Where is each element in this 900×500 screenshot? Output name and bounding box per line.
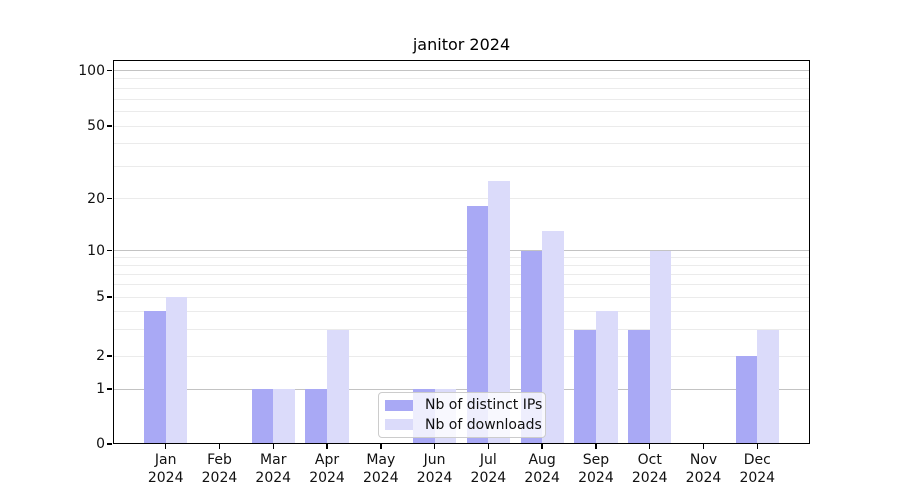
bar-nb-of-downloads-oct bbox=[649, 250, 672, 444]
gridline-5 bbox=[114, 296, 809, 298]
bar-nb-of-downloads-jul bbox=[488, 180, 510, 444]
legend-item-distinct-ips: Nb of distinct IPs bbox=[385, 397, 542, 414]
y-tick-label-20: 20 bbox=[87, 190, 105, 207]
x-tick-label-dec: Dec 2024 bbox=[739, 452, 776, 486]
y-tick-2 bbox=[107, 355, 112, 357]
x-tick-sep bbox=[595, 444, 597, 449]
chart-title: janitor 2024 bbox=[412, 35, 511, 54]
gridline-80 bbox=[114, 87, 809, 89]
x-tick-label-nov: Nov 2024 bbox=[685, 452, 722, 486]
y-tick-100 bbox=[107, 69, 112, 72]
bar-nb-of-downloads-aug bbox=[542, 230, 564, 444]
bar-nb-of-downloads-dec bbox=[757, 329, 779, 444]
x-tick-label-oct: Oct 2024 bbox=[631, 452, 668, 486]
x-tick-label-aug: Aug 2024 bbox=[524, 452, 560, 486]
legend-label-downloads: Nb of downloads bbox=[425, 416, 542, 433]
y-tick-10 bbox=[107, 249, 112, 252]
x-tick-label-jun: Jun 2024 bbox=[416, 452, 453, 486]
gridline-20 bbox=[114, 198, 809, 199]
x-tick-mar bbox=[272, 444, 274, 449]
gridline-30 bbox=[114, 165, 809, 167]
bar-nb-of-distinct-ips-jan bbox=[144, 311, 166, 444]
gridline-7 bbox=[114, 273, 809, 275]
legend-swatch-downloads bbox=[385, 419, 413, 431]
x-tick-oct bbox=[648, 444, 651, 449]
y-tick-5 bbox=[107, 296, 112, 298]
x-tick-jan bbox=[164, 444, 167, 449]
x-tick-apr bbox=[326, 444, 328, 449]
x-tick-label-sep: Sep 2024 bbox=[578, 452, 614, 486]
x-tick-label-jul: Jul 2024 bbox=[470, 452, 507, 486]
y-tick-label-0: 0 bbox=[96, 436, 105, 452]
bar-nb-of-distinct-ips-sep bbox=[574, 329, 596, 444]
bar-nb-of-distinct-ips-mar bbox=[251, 389, 274, 444]
gridline-40 bbox=[114, 143, 809, 145]
y-tick-label-1: 1 bbox=[96, 381, 105, 397]
y-tick-50 bbox=[107, 125, 112, 127]
x-tick-may bbox=[380, 444, 382, 449]
x-tick-label-mar: Mar 2024 bbox=[255, 452, 292, 486]
y-tick-label-5: 5 bbox=[96, 289, 105, 305]
gridline-9 bbox=[114, 257, 809, 259]
y-tick-20 bbox=[107, 197, 112, 200]
x-tick-label-feb: Feb 2024 bbox=[201, 452, 238, 486]
bar-nb-of-distinct-ips-apr bbox=[305, 389, 328, 444]
gridline-2 bbox=[114, 355, 809, 357]
bar-nb-of-downloads-apr bbox=[327, 329, 349, 444]
x-tick-jun bbox=[433, 444, 436, 449]
y-tick-label-10: 10 bbox=[87, 242, 105, 259]
y-tick-label-100: 100 bbox=[78, 62, 105, 79]
x-tick-nov bbox=[702, 444, 705, 449]
gridline-6 bbox=[114, 284, 809, 286]
x-tick-label-may: May 2024 bbox=[362, 452, 399, 486]
y-tick-1 bbox=[107, 388, 112, 390]
y-tick-0 bbox=[107, 443, 112, 445]
x-tick-aug bbox=[541, 444, 543, 449]
gridline-8 bbox=[114, 264, 809, 266]
x-tick-feb bbox=[218, 444, 221, 449]
legend-swatch-distinct-ips bbox=[385, 399, 413, 411]
bar-nb-of-downloads-jan bbox=[165, 297, 188, 444]
gridline-1 bbox=[114, 388, 809, 390]
y-tick-label-2: 2 bbox=[96, 348, 105, 364]
gridline-50 bbox=[114, 125, 809, 127]
gridline-100 bbox=[114, 70, 809, 71]
gridline-3 bbox=[114, 329, 809, 331]
gridline-4 bbox=[114, 310, 809, 312]
plot-border bbox=[113, 60, 810, 444]
gridline-60 bbox=[114, 110, 809, 112]
legend-label-distinct-ips: Nb of distinct IPs bbox=[425, 397, 543, 414]
bar-nb-of-downloads-sep bbox=[595, 311, 618, 444]
x-tick-label-jan: Jan 2024 bbox=[147, 452, 184, 486]
bar-nb-of-distinct-ips-jul bbox=[466, 206, 489, 444]
gridline-70 bbox=[114, 98, 809, 100]
x-tick-label-apr: Apr 2024 bbox=[309, 452, 345, 486]
y-tick-label-50: 50 bbox=[87, 118, 105, 134]
bar-nb-of-distinct-ips-dec bbox=[735, 356, 758, 444]
x-tick-jul bbox=[487, 444, 490, 449]
bar-nb-of-downloads-mar bbox=[273, 389, 295, 444]
x-tick-dec bbox=[756, 444, 759, 449]
gridline-10 bbox=[114, 250, 809, 251]
legend-item-downloads: Nb of downloads bbox=[385, 417, 542, 434]
legend: Nb of distinct IPs Nb of downloads bbox=[378, 392, 546, 438]
gridline-90 bbox=[114, 78, 809, 80]
bar-nb-of-distinct-ips-oct bbox=[628, 329, 650, 444]
